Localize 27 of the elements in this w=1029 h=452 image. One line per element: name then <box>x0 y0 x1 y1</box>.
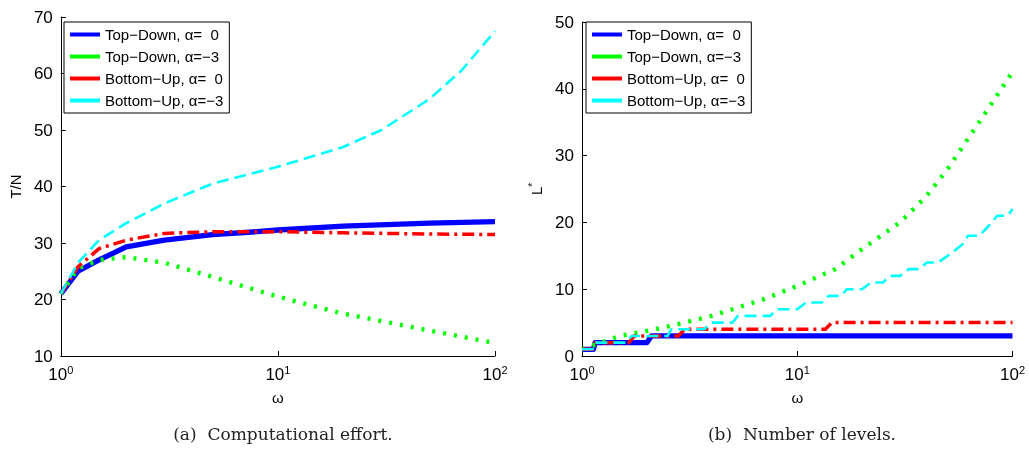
text: (b) Number of levels. <box>707 423 897 444</box>
y-tick-label: 20 <box>33 290 53 309</box>
y-tick-label: 30 <box>33 233 53 253</box>
y-tick-label: 70 <box>33 7 53 27</box>
y-tick-label: 40 <box>555 79 574 99</box>
y-tick-label: 40 <box>33 177 53 196</box>
y-tick-label: 50 <box>555 12 574 32</box>
legend-label: Top−Down, α=−3 <box>105 48 220 65</box>
y-tick-label: 60 <box>33 64 53 83</box>
y-tick-label: 30 <box>555 146 574 166</box>
y-axis-title: L* <box>527 182 546 196</box>
y-tick-label: 50 <box>33 120 53 140</box>
legend-label: Top−Down, α=−3 <box>627 48 742 65</box>
x-axis-title: ω <box>272 389 285 406</box>
legend-label: Bottom−Up, α=−3 <box>105 92 224 109</box>
y-tick-label: 10 <box>555 279 574 299</box>
legend-label: Top−Down, α= 0 <box>627 26 741 43</box>
y-axis-title: T/N <box>7 174 24 199</box>
legend-label: Bottom−Up, α= 0 <box>105 70 223 87</box>
legend-label: Top−Down, α= 0 <box>105 26 219 43</box>
y-tick-label: 10 <box>33 346 53 366</box>
y-tick-label: 0 <box>564 346 574 366</box>
x-axis-title: ω <box>791 389 804 406</box>
legend-label: Bottom−Up, α=−3 <box>627 92 746 109</box>
legend-label: Bottom−Up, α= 0 <box>627 70 745 87</box>
text: (a) Computational effort. <box>173 423 393 444</box>
y-tick-label: 20 <box>555 212 574 232</box>
